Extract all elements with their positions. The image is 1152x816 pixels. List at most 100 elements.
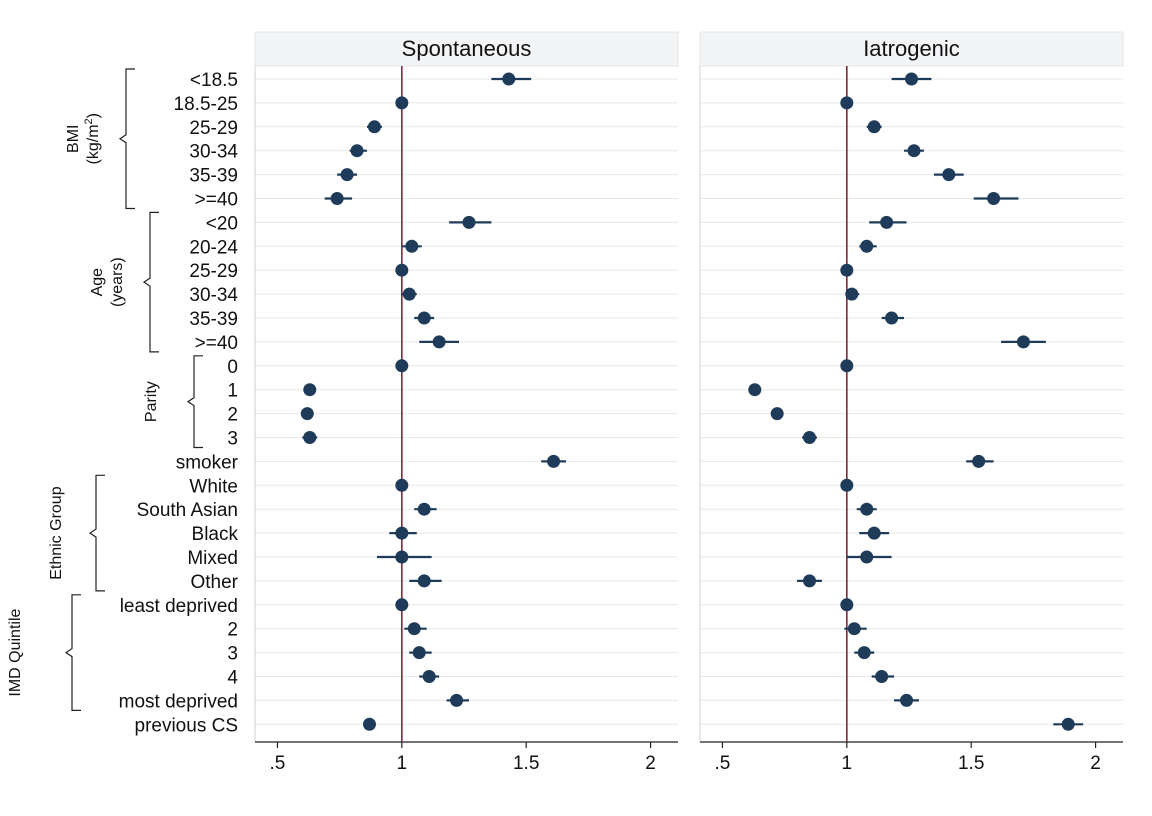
row-label: <18.5 [190, 70, 238, 91]
group-label: BMI (kg/m2) [65, 113, 102, 164]
panel-spontaneous: Spontaneous .5 1 1.5 2 [254, 31, 679, 774]
estimate-point [867, 120, 881, 134]
estimate-point [417, 502, 431, 516]
estimate-point [395, 478, 409, 492]
row-label: 1 [227, 381, 238, 402]
row-label: White [189, 476, 238, 497]
row-label: Mixed [187, 548, 238, 569]
group-parity: Parity [143, 355, 203, 449]
estimate-point [417, 574, 431, 588]
row-label: 3 [227, 644, 238, 665]
row-label: least deprived [120, 596, 238, 617]
estimate-point [840, 598, 854, 612]
estimate-point [748, 383, 762, 397]
gridlines [255, 78, 1123, 725]
row-label: South Asian [137, 500, 238, 521]
group-imd-quintile: IMD Quintile [7, 594, 81, 711]
estimate-point [395, 359, 409, 373]
estimate-point [860, 502, 874, 516]
row-label: 2 [227, 620, 238, 641]
group-bracket [88, 474, 105, 592]
estimate-point [770, 407, 784, 421]
panel-title: Iatrogenic [863, 36, 960, 61]
x-tick-label: 2 [1090, 753, 1101, 774]
row-label: 30-34 [189, 142, 238, 163]
estimate-point [875, 670, 889, 683]
panel-title: Spontaneous [402, 36, 532, 61]
estimate-point [885, 311, 899, 325]
estimate-point [395, 598, 409, 612]
row-label: 30-34 [189, 285, 238, 306]
estimate-point [395, 263, 409, 277]
group-bmi: BMI (kg/m2) [65, 68, 135, 210]
group-bracket [64, 594, 81, 711]
estimate-point [900, 693, 914, 707]
estimate-point [432, 335, 446, 349]
estimate-point [402, 287, 416, 301]
estimate-point [845, 287, 859, 301]
x-tick-label: 2 [645, 753, 656, 774]
estimate-point [857, 646, 871, 660]
estimate-point [942, 168, 956, 182]
estimate-point [1016, 335, 1030, 349]
estimate-point [860, 239, 874, 253]
panel-header [254, 31, 679, 67]
estimate-point [462, 215, 476, 229]
group-age: Age (years) [89, 211, 159, 353]
estimate-point [303, 431, 317, 444]
x-tick-label: 1 [397, 753, 408, 774]
estimate-point [880, 215, 894, 229]
row-label: 35-39 [189, 309, 238, 330]
estimate-point [803, 431, 817, 444]
row-label: >=40 [195, 190, 238, 211]
row-label: 18.5-25 [174, 94, 238, 115]
estimate-point [395, 526, 409, 540]
row-label: 20-24 [189, 237, 238, 258]
estimate-point [362, 717, 376, 731]
estimate-point [417, 311, 431, 325]
x-tick-label: 1.5 [513, 753, 539, 774]
row-label: previous CS [135, 715, 239, 736]
row-label: Other [190, 572, 238, 593]
estimate-point [860, 550, 874, 564]
estimate-point [407, 622, 421, 636]
estimate-point [847, 622, 861, 636]
row-label: 25-29 [189, 261, 238, 282]
group-label: Age (years) [89, 257, 126, 307]
x-tick-label: 1.5 [958, 753, 984, 774]
group-label: IMD Quintile [7, 608, 24, 696]
panels: Spontaneous .5 1 1.5 2 Iatrogenic .5 1 1.5 2 [254, 31, 1124, 774]
estimate-point [803, 574, 817, 588]
estimate-point [340, 168, 354, 182]
row-labels: <18.5 18.5-25 25-29 30-34 35-39 >=40<20 20-24 2… [119, 70, 239, 736]
row-label: <20 [206, 213, 238, 234]
estimate-point [405, 239, 419, 253]
estimate-point [840, 96, 854, 110]
row-label: 2 [227, 405, 238, 426]
estimate-point [987, 192, 1001, 205]
x-tick-label: 1 [842, 753, 853, 774]
panel-header [699, 31, 1124, 67]
group-brackets: BMI (kg/m2) Age (years) Parity Ethnic Group IM… [7, 68, 203, 711]
row-label: most deprived [119, 691, 238, 712]
estimate-point [422, 670, 436, 683]
estimate-point [905, 72, 918, 86]
estimate-point [547, 454, 561, 468]
row-label: 35-39 [189, 166, 238, 187]
group-label: Ethnic Group [48, 486, 65, 579]
group-bracket [118, 68, 135, 210]
estimate-point [972, 454, 986, 468]
group-bracket [142, 211, 159, 353]
estimate-point [395, 96, 409, 110]
estimate-point [330, 192, 344, 205]
x-tick-label: .5 [270, 753, 286, 774]
estimate-point [867, 526, 881, 540]
panel-iatrogenic: Iatrogenic .5 1 1.5 2 [699, 31, 1124, 774]
estimate-point [350, 144, 364, 158]
estimate-point [840, 478, 854, 492]
x-tick-label: .5 [715, 753, 731, 774]
estimate-point [303, 383, 317, 397]
group-ethnic-group: Ethnic Group [48, 474, 105, 592]
